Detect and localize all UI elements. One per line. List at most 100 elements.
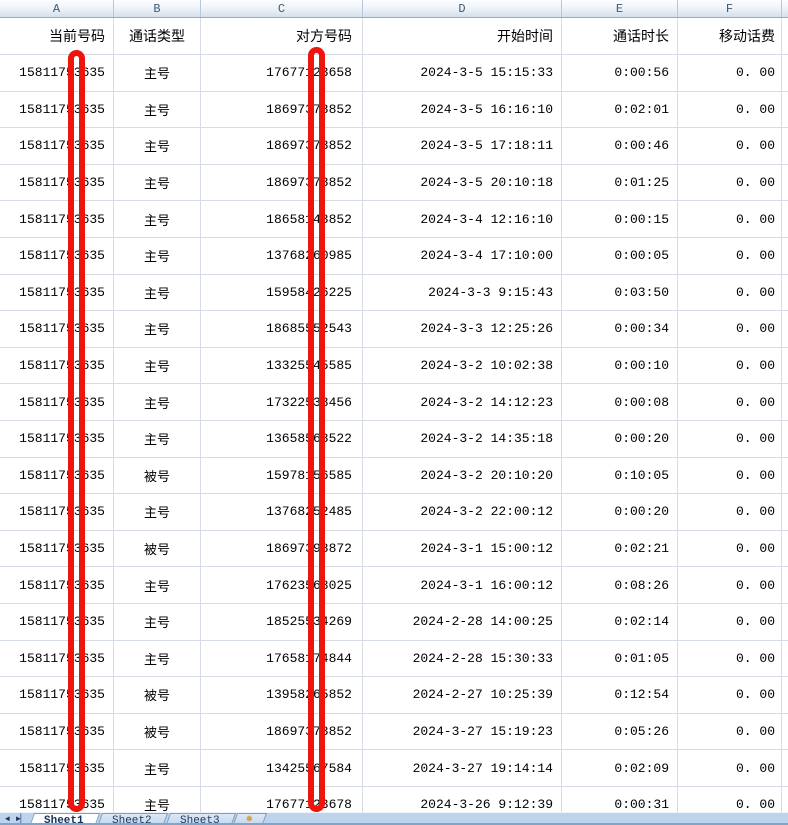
table-cell[interactable]: 2024-3-5 20:10:18 — [363, 164, 562, 202]
column-header-a[interactable]: A — [0, 0, 114, 17]
table-cell[interactable]: 2024-3-2 14:12:23 — [363, 384, 562, 421]
table-cell[interactable]: 主号 — [114, 311, 201, 348]
table-cell[interactable]: 0:02:01 — [562, 91, 678, 129]
table-cell[interactable]: 2024-2-27 10:25:39 — [363, 677, 562, 714]
table-cell[interactable]: 2024-3-2 10:02:38 — [363, 347, 562, 385]
table-cell[interactable]: 2024-3-3 12:25:26 — [363, 311, 562, 348]
table-cell[interactable]: 主号 — [114, 384, 201, 421]
table-cell[interactable]: 18697378852 — [201, 164, 363, 202]
table-cell[interactable]: 2024-3-3 9:15:43 — [363, 274, 562, 312]
table-cell[interactable] — [782, 55, 788, 92]
column-header-d[interactable]: D — [363, 0, 562, 17]
table-cell[interactable]: 0. 00 — [678, 128, 782, 165]
table-cell[interactable] — [782, 421, 788, 458]
header-cell-start-time[interactable]: 开始时间 — [363, 18, 562, 55]
table-cell[interactable]: 18685552543 — [201, 311, 363, 348]
table-cell[interactable]: 被号 — [114, 530, 201, 568]
table-cell[interactable]: 0. 00 — [678, 91, 782, 129]
table-cell[interactable]: 17322538456 — [201, 384, 363, 421]
table-cell[interactable]: 主号 — [114, 91, 201, 129]
table-cell[interactable] — [782, 275, 788, 312]
table-cell[interactable]: 0:02:14 — [562, 603, 678, 641]
table-cell[interactable]: 0. 00 — [678, 457, 782, 495]
table-cell[interactable] — [782, 384, 788, 421]
table-cell[interactable]: 13768260985 — [201, 237, 363, 275]
table-cell[interactable]: 被号 — [114, 677, 201, 714]
table-cell[interactable]: 主号 — [114, 128, 201, 165]
table-cell[interactable] — [782, 201, 788, 238]
table-cell[interactable]: 主号 — [114, 750, 201, 787]
table-cell[interactable] — [782, 128, 788, 165]
table-cell[interactable] — [782, 641, 788, 678]
table-cell[interactable]: 15811753635 — [0, 713, 114, 751]
table-cell[interactable]: 15811753635 — [0, 347, 114, 385]
table-cell[interactable]: 主号 — [114, 347, 201, 385]
table-cell[interactable]: 0. 00 — [678, 677, 782, 714]
table-cell[interactable] — [782, 92, 788, 129]
table-cell[interactable]: 0:10:05 — [562, 457, 678, 495]
column-header-c[interactable]: C — [201, 0, 363, 17]
table-cell[interactable]: 2024-3-27 15:19:23 — [363, 713, 562, 751]
column-header-b[interactable]: B — [114, 0, 201, 17]
table-cell[interactable]: 13425567584 — [201, 750, 363, 787]
table-cell[interactable]: 18697378852 — [201, 128, 363, 165]
table-cell[interactable]: 15811753635 — [0, 237, 114, 275]
table-cell[interactable]: 18525534269 — [201, 603, 363, 641]
table-cell[interactable]: 0:00:08 — [562, 384, 678, 421]
table-cell[interactable]: 0:00:34 — [562, 311, 678, 348]
header-cell-empty[interactable] — [782, 18, 788, 55]
table-cell[interactable]: 0. 00 — [678, 640, 782, 678]
column-header-e[interactable]: E — [562, 0, 678, 17]
table-cell[interactable]: 0:00:56 — [562, 55, 678, 92]
table-cell[interactable]: 2024-3-5 15:15:33 — [363, 55, 562, 92]
table-cell[interactable]: 15811753635 — [0, 164, 114, 202]
header-cell-call-type[interactable]: 通话类型 — [114, 18, 201, 55]
table-cell[interactable] — [782, 494, 788, 531]
sheet-tab-sheet3[interactable]: Sheet3 — [163, 813, 236, 823]
table-cell[interactable]: 2024-3-2 14:35:18 — [363, 420, 562, 458]
table-cell[interactable]: 13958265852 — [201, 677, 363, 714]
table-cell[interactable]: 17623568025 — [201, 567, 363, 604]
table-cell[interactable]: 2024-3-5 16:16:10 — [363, 91, 562, 129]
table-cell[interactable]: 15811753635 — [0, 603, 114, 641]
table-cell[interactable]: 0. 00 — [678, 347, 782, 385]
table-cell[interactable]: 主号 — [114, 164, 201, 202]
table-cell[interactable]: 15811753635 — [0, 274, 114, 312]
table-cell[interactable]: 15811753635 — [0, 91, 114, 129]
table-cell[interactable]: 0. 00 — [678, 384, 782, 421]
table-cell[interactable] — [782, 348, 788, 385]
table-cell[interactable]: 0:00:15 — [562, 201, 678, 238]
table-cell[interactable]: 18697378852 — [201, 91, 363, 129]
table-cell[interactable]: 0:00:46 — [562, 128, 678, 165]
table-cell[interactable]: 15958426225 — [201, 274, 363, 312]
table-cell[interactable]: 15811753635 — [0, 750, 114, 787]
table-cell[interactable]: 18697378852 — [201, 713, 363, 751]
table-cell[interactable]: 15978156585 — [201, 457, 363, 495]
table-cell[interactable]: 0. 00 — [678, 420, 782, 458]
table-cell[interactable]: 15811753635 — [0, 530, 114, 568]
table-cell[interactable]: 15811753635 — [0, 640, 114, 678]
table-cell[interactable]: 主号 — [114, 237, 201, 275]
table-cell[interactable]: 15811753635 — [0, 201, 114, 238]
table-cell[interactable]: 0:08:26 — [562, 567, 678, 604]
table-cell[interactable]: 被号 — [114, 457, 201, 495]
table-cell[interactable]: 15811753635 — [0, 457, 114, 495]
table-cell[interactable]: 0. 00 — [678, 494, 782, 531]
table-cell[interactable]: 0:00:20 — [562, 494, 678, 531]
header-cell-current-number[interactable]: 当前号码 — [0, 18, 114, 55]
table-cell[interactable]: 0. 00 — [678, 530, 782, 568]
header-cell-duration[interactable]: 通话时长 — [562, 18, 678, 55]
table-cell[interactable]: 0:01:25 — [562, 164, 678, 202]
table-cell[interactable]: 2024-3-4 12:16:10 — [363, 201, 562, 238]
table-cell[interactable]: 2024-3-4 17:10:00 — [363, 237, 562, 275]
table-cell[interactable] — [782, 311, 788, 348]
table-cell[interactable]: 主号 — [114, 603, 201, 641]
table-cell[interactable]: 0. 00 — [678, 750, 782, 787]
table-cell[interactable]: 15811753635 — [0, 420, 114, 458]
table-cell[interactable] — [782, 531, 788, 568]
table-cell[interactable]: 0:02:21 — [562, 530, 678, 568]
table-cell[interactable] — [782, 567, 788, 604]
table-cell[interactable]: 17658174844 — [201, 640, 363, 678]
table-cell[interactable] — [782, 165, 788, 202]
header-cell-other-number[interactable]: 对方号码 — [201, 18, 363, 55]
